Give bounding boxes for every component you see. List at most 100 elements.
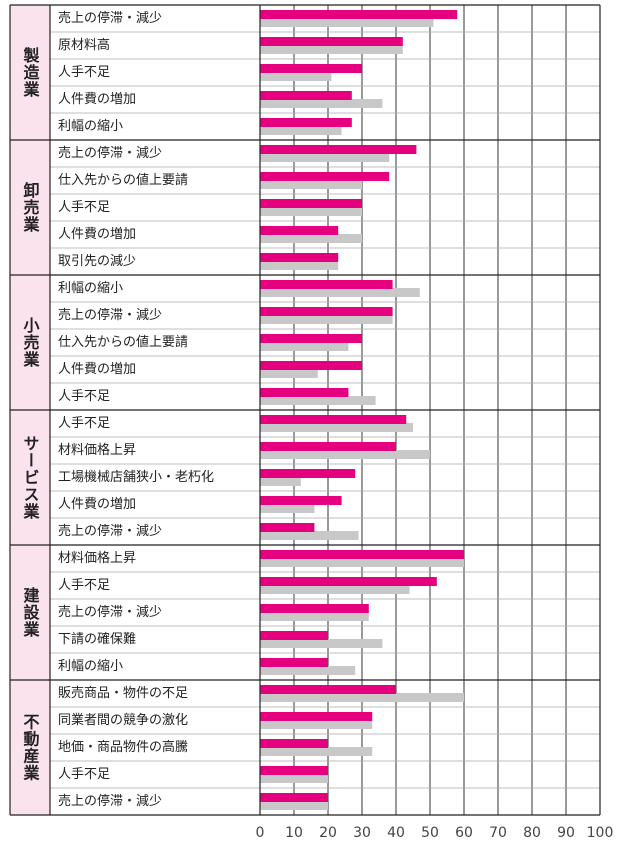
category-label: 人件費の増加	[58, 497, 136, 512]
category-label: 地価・商品物件の高騰	[58, 739, 188, 755]
x-tick-label: 70	[489, 825, 507, 841]
x-tick-label: 100	[587, 825, 614, 841]
bar	[260, 334, 362, 343]
bar	[260, 199, 362, 208]
bar	[260, 496, 342, 505]
bar	[260, 45, 403, 54]
x-tick-label: 60	[455, 825, 473, 841]
category-label: 人手不足	[58, 416, 110, 431]
bar	[260, 585, 410, 594]
bar	[260, 423, 413, 432]
category-label: 人手不足	[58, 578, 110, 593]
group-label: 建設業	[21, 587, 41, 638]
bar	[260, 747, 373, 756]
bar	[260, 477, 301, 486]
category-label: 人手不足	[58, 65, 110, 80]
category-label: 材料価格上昇	[58, 550, 136, 566]
category-label: 売上の停滞・減少	[58, 793, 162, 809]
bar	[260, 99, 383, 108]
category-label: 仕入先からの値上要請	[58, 172, 188, 188]
x-tick-label: 10	[285, 825, 303, 841]
group-cell	[10, 5, 50, 140]
group-cell	[10, 545, 50, 680]
category-label: 販売商品・物件の不足	[58, 685, 188, 701]
bar	[260, 577, 437, 586]
bar	[260, 442, 396, 451]
bar	[260, 91, 352, 100]
bar	[260, 450, 430, 459]
bar	[260, 739, 328, 748]
group-label: 製造業	[21, 46, 41, 98]
category-label: 工場機械店舗狭小・老朽化	[58, 470, 214, 485]
bar	[260, 64, 362, 73]
category-label: 利幅の縮小	[58, 280, 123, 296]
group-label: 不動産業	[21, 714, 41, 782]
bar	[260, 550, 464, 559]
category-label: 人手不足	[58, 389, 110, 404]
group-cell	[10, 410, 50, 545]
category-label: 利幅の縮小	[58, 658, 123, 674]
category-label: 取引先の減少	[58, 253, 136, 269]
x-tick-label: 30	[353, 825, 371, 841]
bar	[260, 604, 369, 613]
bar	[260, 172, 390, 181]
bar	[260, 253, 339, 262]
group-label: サービス業	[21, 435, 41, 520]
x-tick-label: 20	[319, 825, 337, 841]
bar	[260, 712, 373, 721]
bar	[260, 361, 362, 370]
bar	[260, 658, 328, 667]
group-cell	[10, 680, 50, 815]
bar	[260, 612, 369, 621]
category-label: 人件費の増加	[58, 92, 136, 107]
bar	[260, 369, 318, 378]
bar	[260, 388, 349, 397]
group-label: 小売業	[21, 317, 41, 368]
bar	[260, 118, 352, 127]
bar	[260, 37, 403, 46]
bar	[260, 261, 339, 270]
category-label: 売上の停滞・減少	[58, 10, 162, 26]
bar	[260, 396, 376, 405]
bar	[260, 504, 315, 513]
bar	[260, 469, 356, 478]
bar	[260, 766, 328, 775]
bar	[260, 342, 349, 351]
bar	[260, 631, 328, 640]
category-label: 売上の停滞・減少	[58, 145, 162, 161]
category-label: 材料価格上昇	[58, 442, 136, 458]
bar	[260, 666, 356, 675]
category-label: 人件費の増加	[58, 227, 136, 242]
bar	[260, 288, 420, 297]
x-tick-label: 90	[557, 825, 575, 841]
x-tick-label: 40	[387, 825, 405, 841]
bar	[260, 415, 407, 424]
bar	[260, 234, 362, 243]
category-label: 人件費の増加	[58, 362, 136, 377]
bar	[260, 72, 332, 81]
group-cell	[10, 140, 50, 275]
category-label: 売上の停滞・減少	[58, 604, 162, 620]
category-label: 原材料高	[58, 37, 110, 53]
category-label: 同業者間の競争の激化	[58, 712, 188, 728]
bar	[260, 145, 417, 154]
bar	[260, 693, 464, 702]
bar	[260, 207, 362, 216]
category-label: 仕入先からの値上要請	[58, 334, 188, 350]
x-tick-label: 50	[421, 825, 439, 841]
bar	[260, 226, 339, 235]
x-tick-label: 80	[523, 825, 541, 841]
bar	[260, 774, 328, 783]
bar	[260, 153, 390, 162]
category-label: 人手不足	[58, 200, 110, 215]
x-tick-label: 0	[256, 825, 265, 841]
bar	[260, 18, 434, 27]
bar	[260, 558, 464, 567]
bar	[260, 280, 393, 289]
category-label: 売上の停滞・減少	[58, 523, 162, 539]
group-label: 卸売業	[21, 181, 41, 233]
category-label: 人手不足	[58, 767, 110, 782]
bar	[260, 180, 362, 189]
bar	[260, 126, 342, 135]
category-label: 下請の確保難	[58, 631, 136, 647]
